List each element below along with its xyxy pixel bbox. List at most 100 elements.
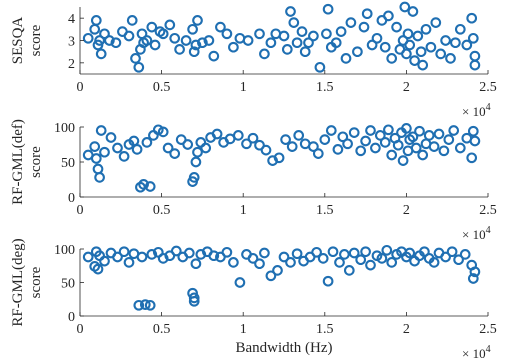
- data-point: [280, 134, 291, 145]
- data-point: [415, 46, 427, 58]
- data-point: [190, 156, 202, 168]
- data-point: [118, 151, 130, 162]
- data-point: [126, 15, 138, 26]
- data-point: [358, 21, 370, 33]
- data-point: [348, 127, 360, 138]
- data-point: [386, 53, 398, 64]
- data-point: [467, 273, 479, 284]
- data-point: [469, 266, 481, 278]
- data-point: [399, 1, 411, 13]
- data-point: [89, 141, 101, 152]
- data-point: [195, 137, 207, 148]
- data-point: [469, 50, 481, 62]
- data-point: [417, 59, 429, 71]
- data-point: [281, 44, 293, 55]
- data-point: [180, 35, 192, 46]
- data-point: [443, 134, 455, 145]
- data-point: [200, 142, 212, 154]
- data-point: [322, 3, 334, 15]
- data-point: [254, 139, 265, 151]
- data-point: [152, 124, 164, 136]
- data-point: [466, 152, 478, 164]
- data-point: [445, 53, 456, 64]
- data-point: [254, 258, 265, 270]
- data-point: [278, 251, 290, 263]
- data-point: [211, 128, 223, 140]
- y-axis-label-line: score: [28, 146, 44, 178]
- data-point: [82, 32, 94, 44]
- data-point: [314, 61, 326, 73]
- data-point: [170, 245, 182, 257]
- data-point: [355, 254, 367, 266]
- data-point: [308, 141, 319, 152]
- y-tick-label: 50: [61, 277, 75, 292]
- data-point: [430, 17, 442, 28]
- data-point: [370, 142, 381, 154]
- data-point: [141, 137, 153, 148]
- x-tick-label: 2: [403, 322, 410, 337]
- data-point: [401, 123, 412, 134]
- data-point: [376, 253, 388, 264]
- chart-panel-3: 0 0.5 1 1.5 2 2.5 0 50 100 RF-GML(deg) score × 104 B…: [10, 238, 497, 360]
- data-point: [450, 37, 461, 49]
- data-point: [95, 48, 107, 60]
- data-point: [397, 155, 409, 166]
- data-point: [265, 37, 277, 49]
- data-point: [365, 259, 376, 271]
- data-point: [182, 139, 194, 150]
- data-point: [146, 21, 158, 33]
- data-point: [412, 30, 424, 42]
- data-point: [319, 134, 331, 145]
- data-point: [144, 299, 156, 311]
- data-point: [469, 135, 481, 147]
- data-point: [335, 26, 347, 37]
- data-point: [208, 250, 220, 262]
- data-point: [312, 148, 324, 159]
- x-exponent-base: × 10: [462, 346, 486, 360]
- y-axis-label-line: score: [28, 266, 44, 298]
- x-tick-label: 1: [240, 80, 247, 95]
- x-exponent-power: 4: [486, 344, 491, 355]
- data-point: [337, 131, 349, 143]
- data-point: [99, 255, 110, 267]
- data-point: [383, 10, 394, 22]
- data-point: [90, 15, 102, 26]
- data-point: [190, 258, 202, 270]
- data-point: [112, 142, 123, 154]
- x-tick-label: 0: [77, 203, 84, 218]
- x-tick-label: 1.5: [316, 203, 334, 218]
- data-point: [228, 41, 239, 53]
- data-point: [228, 257, 239, 268]
- data-point: [272, 265, 283, 276]
- data-point: [448, 125, 460, 136]
- data-point: [89, 23, 101, 35]
- y-axis-label-line: score: [28, 24, 44, 56]
- x-exponent-base: × 10: [462, 227, 486, 242]
- data-point: [407, 6, 419, 17]
- data-point: [330, 37, 342, 49]
- data-point: [221, 28, 233, 40]
- data-point: [466, 12, 478, 24]
- data-point: [105, 132, 117, 143]
- data-point: [187, 23, 198, 35]
- x-tick-label: 2.5: [479, 203, 497, 218]
- data-point: [169, 32, 181, 44]
- data-points: [82, 123, 481, 193]
- data-point: [438, 145, 450, 157]
- data-point: [459, 249, 471, 260]
- x-tick-label: 0.5: [153, 322, 171, 337]
- data-point: [123, 30, 135, 42]
- x-exponent-base: × 10: [462, 104, 486, 119]
- y-tick-label: 100: [54, 121, 75, 136]
- data-point: [188, 46, 200, 58]
- data-point: [208, 50, 220, 62]
- data-point: [99, 146, 110, 158]
- data-point: [446, 246, 458, 258]
- data-point: [192, 15, 203, 26]
- data-point: [221, 246, 233, 258]
- data-point: [110, 37, 122, 49]
- data-point: [112, 251, 123, 263]
- x-tick-label: 0.5: [153, 80, 171, 95]
- y-axis-label-line: SESQA: [10, 17, 26, 65]
